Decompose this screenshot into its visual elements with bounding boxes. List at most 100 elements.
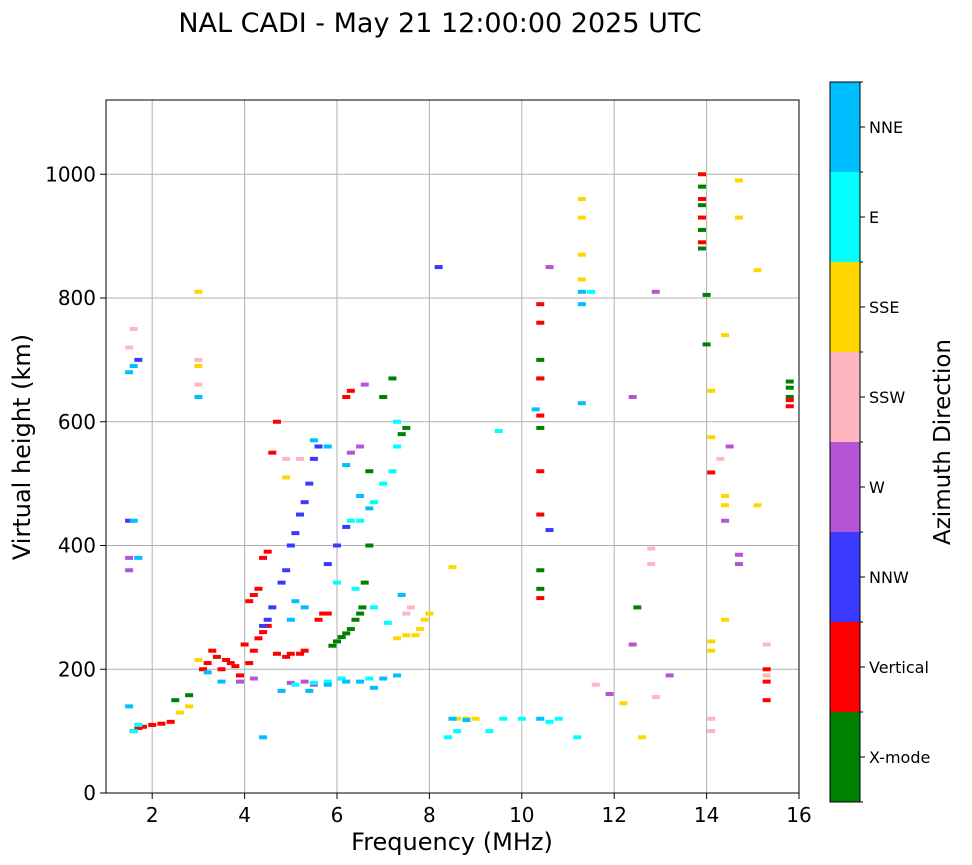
data-point: [254, 586, 263, 591]
data-point: [577, 289, 586, 294]
y-tick-label: 600: [58, 410, 96, 434]
data-point: [194, 364, 203, 369]
data-point: [697, 203, 706, 208]
series-nne: [125, 289, 586, 740]
data-point: [129, 364, 138, 369]
colorbar-tick-label: E: [869, 208, 879, 227]
data-point: [369, 605, 378, 610]
data-point: [425, 611, 434, 616]
data-point: [342, 679, 351, 684]
data-point: [346, 518, 355, 523]
data-point: [356, 611, 365, 616]
data-point: [314, 444, 323, 449]
colorbar-segment: [830, 172, 860, 262]
colorbar-tick-label: SSW: [869, 388, 905, 407]
x-tick-label: 12: [601, 803, 626, 827]
data-point: [333, 639, 341, 644]
data-point: [360, 580, 369, 585]
data-point: [379, 676, 388, 681]
data-point: [194, 289, 203, 294]
data-point: [628, 395, 637, 399]
data-point: [282, 568, 291, 573]
data-point: [356, 444, 365, 449]
data-point: [272, 651, 281, 656]
data-point: [365, 543, 374, 548]
data-point: [175, 710, 184, 715]
y-tick-label: 800: [58, 286, 96, 310]
data-point: [785, 379, 794, 384]
data-point: [734, 552, 743, 557]
data-point: [138, 724, 147, 729]
y-tick-label: 200: [58, 657, 96, 681]
data-point: [721, 503, 730, 508]
data-point: [342, 463, 351, 468]
data-point: [305, 688, 314, 693]
data-point: [619, 701, 628, 706]
data-point: [203, 661, 212, 666]
data-point: [358, 605, 367, 610]
data-point: [379, 395, 388, 399]
y-tick-label: 400: [58, 534, 96, 558]
data-point: [185, 704, 194, 709]
data-point: [402, 425, 411, 430]
data-point: [536, 568, 545, 573]
data-point: [434, 265, 443, 270]
data-point: [157, 721, 166, 726]
data-point: [485, 729, 494, 734]
data-point: [545, 719, 554, 724]
data-point: [346, 388, 355, 393]
data-point: [342, 395, 351, 399]
data-point: [734, 215, 743, 220]
data-point: [319, 611, 328, 616]
data-point: [721, 333, 730, 338]
data-point: [337, 676, 346, 681]
data-point: [651, 289, 660, 294]
x-tick-label: 14: [694, 803, 719, 827]
colorbar-tick-label: Vertical: [869, 658, 929, 677]
data-point: [282, 475, 291, 480]
data-point: [129, 326, 138, 331]
data-point: [323, 562, 332, 567]
data-point: [716, 456, 725, 461]
data-point: [333, 580, 341, 585]
data-point: [282, 654, 291, 659]
data-point: [577, 302, 586, 307]
data-point: [309, 456, 318, 461]
data-point: [388, 469, 397, 474]
x-tick-label: 4: [238, 803, 251, 827]
data-point: [134, 722, 143, 727]
data-point: [365, 676, 374, 681]
data-point: [411, 633, 420, 638]
data-point: [721, 518, 730, 523]
data-point: [536, 596, 545, 601]
data-point: [462, 717, 471, 722]
data-point: [314, 617, 323, 622]
data-point: [286, 617, 295, 622]
data-point: [300, 500, 309, 505]
data-point: [734, 178, 743, 183]
data-point: [554, 716, 563, 721]
data-point: [346, 627, 355, 632]
data-point: [277, 688, 286, 693]
data-point: [125, 568, 134, 573]
data-point: [254, 636, 263, 641]
data-point: [129, 729, 138, 734]
data-point: [545, 528, 554, 533]
data-point: [536, 716, 545, 721]
data-point: [240, 642, 249, 647]
data-point: [573, 735, 582, 740]
data-point: [194, 357, 203, 362]
data-point: [356, 494, 365, 498]
data-point: [328, 643, 337, 648]
data-point: [785, 385, 794, 390]
data-point: [365, 506, 374, 511]
data-point: [249, 676, 258, 681]
data-point: [323, 444, 332, 449]
data-point: [762, 698, 771, 703]
data-point: [351, 586, 360, 591]
data-point: [545, 265, 554, 270]
series-sse: [175, 178, 762, 740]
data-point: [647, 562, 656, 567]
data-point: [369, 500, 378, 505]
